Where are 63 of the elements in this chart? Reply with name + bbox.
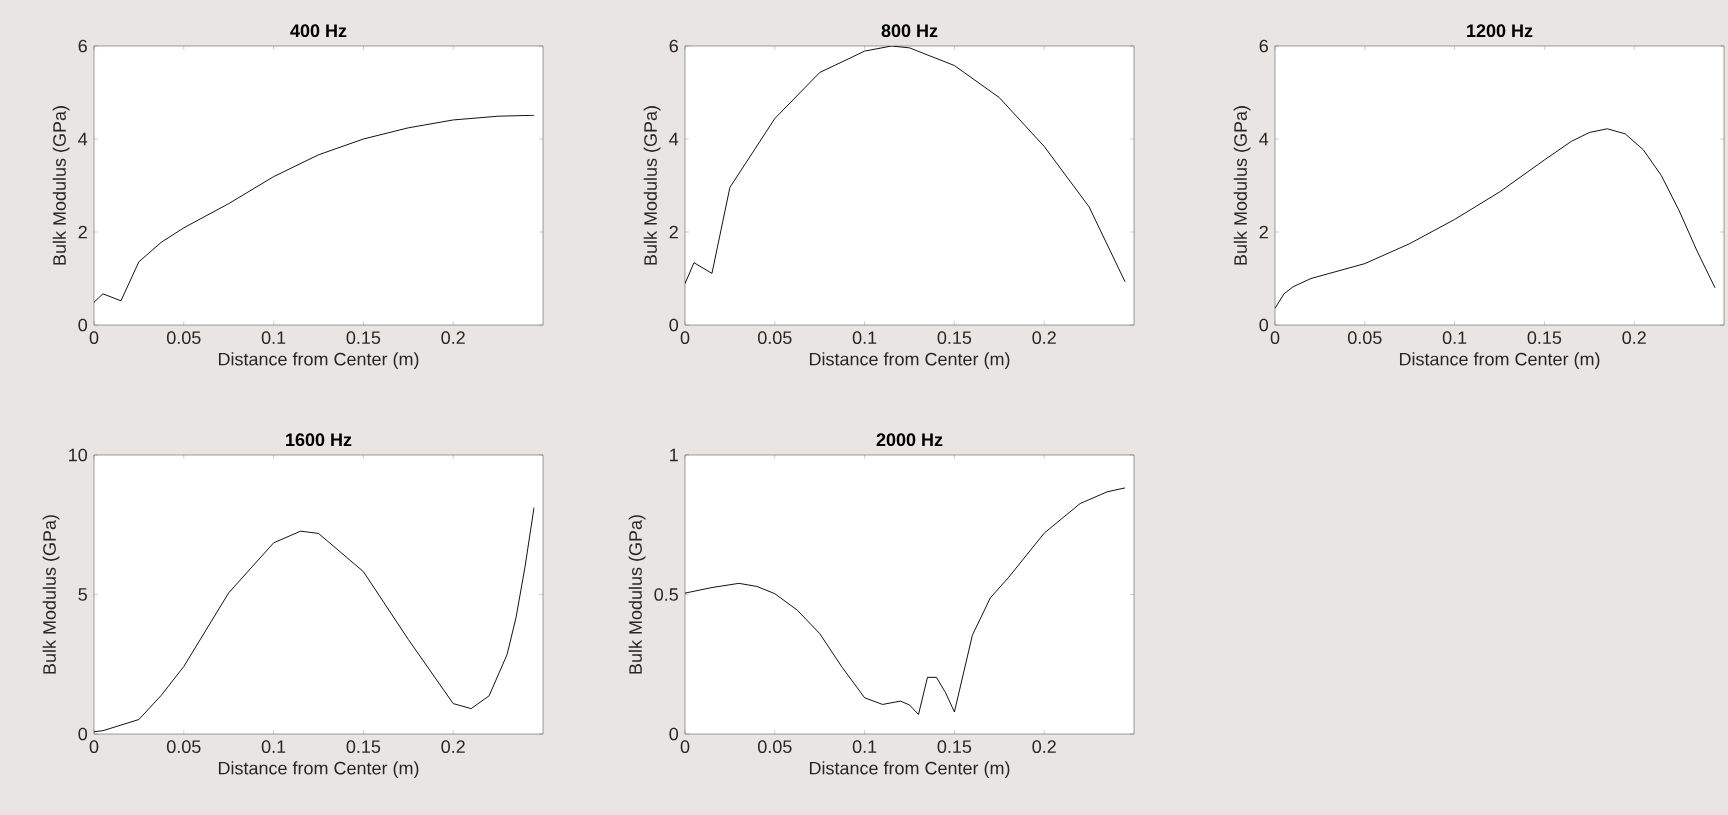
x-axis-title: Distance from Center (m) <box>809 761 1010 779</box>
x-axis-title: Distance from Center (m) <box>218 352 419 370</box>
y-tick-label: 0 <box>78 318 88 332</box>
x-tick-label: 0.2 <box>1032 740 1056 754</box>
x-tick-label: 0.15 <box>937 740 972 754</box>
y-tick-label: 10 <box>69 448 88 462</box>
y-tick-label: 1 <box>670 448 678 462</box>
y-tick-label: 6 <box>1259 39 1268 53</box>
x-tick-label: 0.05 <box>758 740 792 754</box>
chart-title: 1600 Hz <box>286 433 352 447</box>
x-tick-label: 0.05 <box>758 331 792 344</box>
x-axis-title: Distance from Center (m) <box>1399 352 1600 370</box>
y-tick-label: 0.5 <box>654 588 678 601</box>
x-tick-label: 0.2 <box>1622 331 1646 344</box>
y-tick-label: 6 <box>669 39 678 53</box>
y-tick-label: 6 <box>78 39 87 53</box>
x-tick-label: 0.1 <box>852 740 877 754</box>
y-tick-label: 2 <box>78 225 87 239</box>
y-axis-title: Bulk Modulus (GPa) <box>628 515 646 674</box>
line-series <box>1275 128 1716 309</box>
chart-title: 1200 Hz <box>1467 24 1533 38</box>
y-tick-label: 5 <box>78 588 87 601</box>
x-tick-label: 0.15 <box>1527 331 1562 344</box>
x-tick-label: 0 <box>680 740 690 754</box>
y-tick-label: 4 <box>78 132 88 146</box>
x-axis-title: Distance from Center (m) <box>809 352 1010 370</box>
y-tick-label: 0 <box>1259 318 1269 332</box>
x-tick-label: 0.15 <box>937 331 972 344</box>
y-tick-label: 4 <box>1259 132 1269 146</box>
x-tick-label: 0 <box>680 331 690 344</box>
line-series <box>94 114 535 303</box>
x-tick-label: 0.1 <box>852 331 877 344</box>
y-tick-label: 2 <box>669 225 678 239</box>
chart-title: 400 Hz <box>290 24 347 38</box>
x-tick-label: 0.2 <box>441 331 465 344</box>
y-axis-title: Bulk Modulus (GPa) <box>42 515 60 674</box>
y-tick-label: 4 <box>669 132 679 146</box>
x-axis-title: Distance from Center (m) <box>218 761 419 779</box>
y-tick-label: 0 <box>669 727 679 741</box>
line-series <box>685 487 1126 715</box>
y-axis-title: Bulk Modulus (GPa) <box>643 106 661 265</box>
x-tick-label: 0.2 <box>1032 331 1056 344</box>
x-tick-label: 0.1 <box>1442 331 1467 344</box>
chart-title: 800 Hz <box>881 24 938 38</box>
x-tick-label: 0.05 <box>1348 331 1382 344</box>
y-axis-title: Bulk Modulus (GPa) <box>1233 106 1251 265</box>
x-tick-label: 0.1 <box>261 740 286 754</box>
x-tick-label: 0.2 <box>441 740 465 754</box>
x-tick-label: 0.1 <box>261 331 286 344</box>
y-tick-label: 2 <box>1259 225 1268 239</box>
x-tick-label: 0 <box>89 331 99 344</box>
chart-title: 2000 Hz <box>876 433 943 447</box>
x-tick-label: 0.15 <box>346 740 381 754</box>
x-tick-label: 0.05 <box>166 740 201 754</box>
x-tick-label: 0 <box>1270 331 1280 344</box>
y-axis-title: Bulk Modulus (GPa) <box>52 106 70 265</box>
line-series <box>685 46 1126 285</box>
x-tick-label: 0 <box>89 740 99 754</box>
y-tick-label: 0 <box>78 727 88 741</box>
y-tick-label: 0 <box>669 318 679 332</box>
x-tick-label: 0.05 <box>166 331 201 344</box>
x-tick-label: 0.15 <box>346 331 381 344</box>
line-series <box>94 506 535 733</box>
